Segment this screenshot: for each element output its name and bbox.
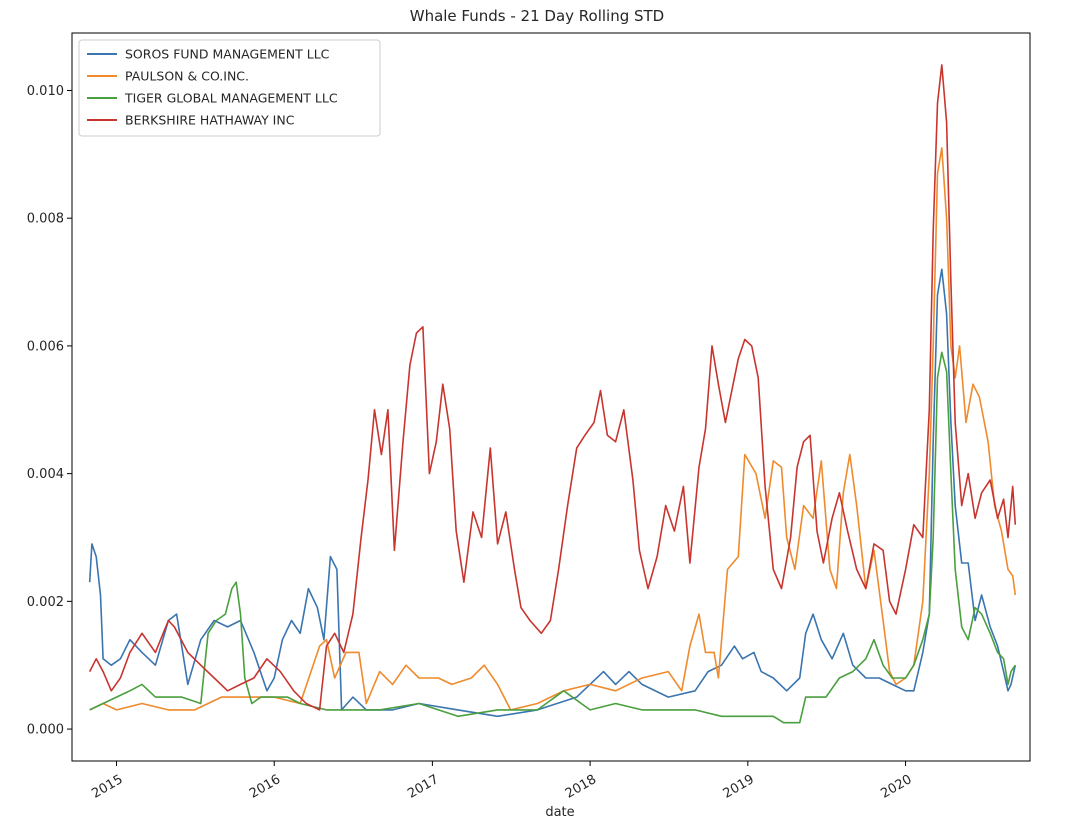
- legend-box: [78, 39, 381, 137]
- chart-title: Whale Funds - 21 Day Rolling STD: [409, 7, 665, 25]
- series-line-2: [89, 351, 1016, 724]
- legend-label-3: BERKSHIRE HATHAWAY INC: [125, 113, 295, 128]
- y-tick-label: 0.010: [27, 84, 64, 99]
- x-tick-label: 2018: [563, 772, 599, 802]
- y-tick-label: 0.006: [27, 339, 64, 354]
- series-line-0: [88, 268, 1017, 718]
- y-tick-label: 0.000: [27, 723, 64, 738]
- y-axis: 0.000 0.002 0.004 0.006 0.008 0.010: [27, 84, 72, 738]
- axes-frame: [71, 32, 1031, 762]
- x-axis: 2015 2016 2017 2018 2019 2020: [89, 761, 915, 802]
- series-line-3: [88, 64, 1017, 711]
- x-axis-label: date: [545, 805, 575, 820]
- legend: SOROS FUND MANAGEMENT LLC PAULSON & CO.IN…: [78, 39, 381, 137]
- x-tick-label: 2020: [878, 772, 914, 802]
- series-line-1: [89, 147, 1017, 711]
- x-tick-label: 2019: [721, 772, 757, 802]
- y-tick-label: 0.004: [27, 467, 64, 482]
- x-tick-label: 2016: [247, 772, 283, 802]
- x-tick-label: 2017: [405, 772, 441, 802]
- y-tick-label: 0.002: [27, 595, 64, 610]
- y-tick-label: 0.008: [27, 212, 64, 227]
- series-layer: [88, 64, 1017, 724]
- legend-label-0: SOROS FUND MANAGEMENT LLC: [125, 47, 330, 62]
- legend-label-1: PAULSON & CO.INC.: [125, 69, 249, 84]
- legend-label-2: TIGER GLOBAL MANAGEMENT LLC: [124, 91, 338, 106]
- x-tick-label: 2015: [89, 772, 125, 802]
